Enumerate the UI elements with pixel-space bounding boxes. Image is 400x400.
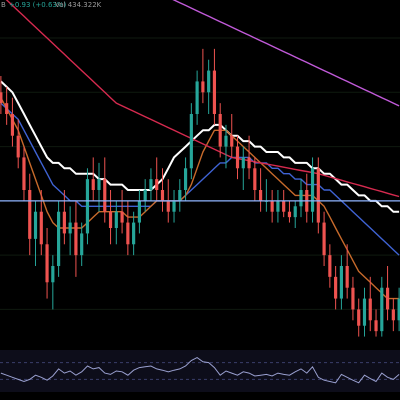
- candle-body: [91, 179, 95, 190]
- candle-body: [39, 211, 43, 245]
- candle-body: [143, 190, 147, 201]
- candle-body: [374, 320, 378, 332]
- candle-body: [103, 179, 107, 212]
- candle-body: [201, 81, 205, 93]
- candle-body: [391, 309, 395, 321]
- candle-body: [132, 222, 136, 245]
- candle-body: [45, 244, 49, 283]
- candle-body: [178, 190, 182, 201]
- candle-body: [287, 211, 292, 218]
- candle-body: [235, 146, 240, 169]
- candle-body: [97, 179, 101, 190]
- candle-body: [108, 211, 113, 228]
- candle-body: [334, 276, 338, 299]
- candle-body: [247, 157, 251, 169]
- candle-body: [253, 168, 257, 190]
- oscillator-background: [0, 350, 400, 392]
- candle-body: [126, 222, 130, 245]
- candle-body: [189, 114, 193, 169]
- candle-body: [218, 114, 222, 147]
- candle-body: [195, 81, 199, 114]
- legend-volume: Vol 434.322K: [55, 1, 102, 9]
- candle-body: [183, 168, 188, 190]
- candle-body: [270, 200, 274, 212]
- series-line-ema_slow: [5, 0, 400, 198]
- candle-body: [57, 211, 61, 266]
- candle-body: [68, 222, 72, 234]
- series-line-ema_fast: [0, 97, 400, 300]
- candle-body: [397, 298, 400, 321]
- candle-body: [155, 179, 159, 190]
- oscillator-panel: [0, 350, 400, 392]
- candle-body: [172, 200, 176, 212]
- candle-body: [299, 190, 303, 207]
- candle-body: [10, 114, 15, 136]
- oscillator-line: [0, 357, 400, 384]
- candle-body: [339, 266, 343, 299]
- candle-body: [322, 222, 326, 256]
- candle-body: [80, 233, 84, 256]
- candle-body: [114, 211, 118, 228]
- candle-body: [16, 135, 20, 158]
- series-line-ma_long: [172, 0, 400, 107]
- candle-body: [166, 200, 170, 212]
- candle-body: [345, 266, 349, 288]
- legend: B +0.93 (+0.63%) Vol 434.322K: [1, 1, 102, 9]
- candle-body: [62, 211, 66, 234]
- candle-body: [351, 287, 355, 310]
- candle-body: [362, 298, 367, 326]
- candle-body: [380, 287, 384, 332]
- candle-body: [230, 135, 234, 147]
- candle-body: [385, 287, 390, 310]
- candle-body: [282, 200, 286, 212]
- candle-body: [259, 190, 263, 201]
- candle-body: [22, 157, 26, 190]
- candle-body: [137, 200, 141, 223]
- candle-body: [207, 70, 211, 93]
- series-line-upper_band: [0, 80, 400, 213]
- candle-body: [5, 103, 9, 114]
- candle-body: [316, 168, 320, 223]
- candle-body: [149, 179, 153, 190]
- candle-body: [328, 255, 332, 277]
- legend-ohlc-suffix: B: [1, 1, 6, 9]
- candle-body: [33, 211, 38, 239]
- candle-body: [293, 206, 297, 218]
- candle-body: [276, 200, 280, 212]
- candle-body: [120, 211, 124, 223]
- candle-body: [241, 157, 245, 169]
- candle-body: [212, 70, 217, 114]
- candle-body: [0, 92, 3, 104]
- candles: [0, 48, 400, 337]
- candle-body: [357, 309, 361, 326]
- candle-body: [224, 135, 228, 147]
- candle-body: [368, 298, 372, 321]
- candle-body: [28, 190, 32, 239]
- indicator-lines: [0, 0, 400, 300]
- candle-body: [74, 222, 78, 256]
- legend-change: +0.93 (+0.63%): [9, 1, 67, 9]
- candle-body: [160, 190, 165, 201]
- candle-body: [51, 266, 55, 283]
- series-line-ema_mid: [0, 102, 400, 256]
- candle-body: [85, 179, 90, 234]
- candle-body: [310, 168, 315, 212]
